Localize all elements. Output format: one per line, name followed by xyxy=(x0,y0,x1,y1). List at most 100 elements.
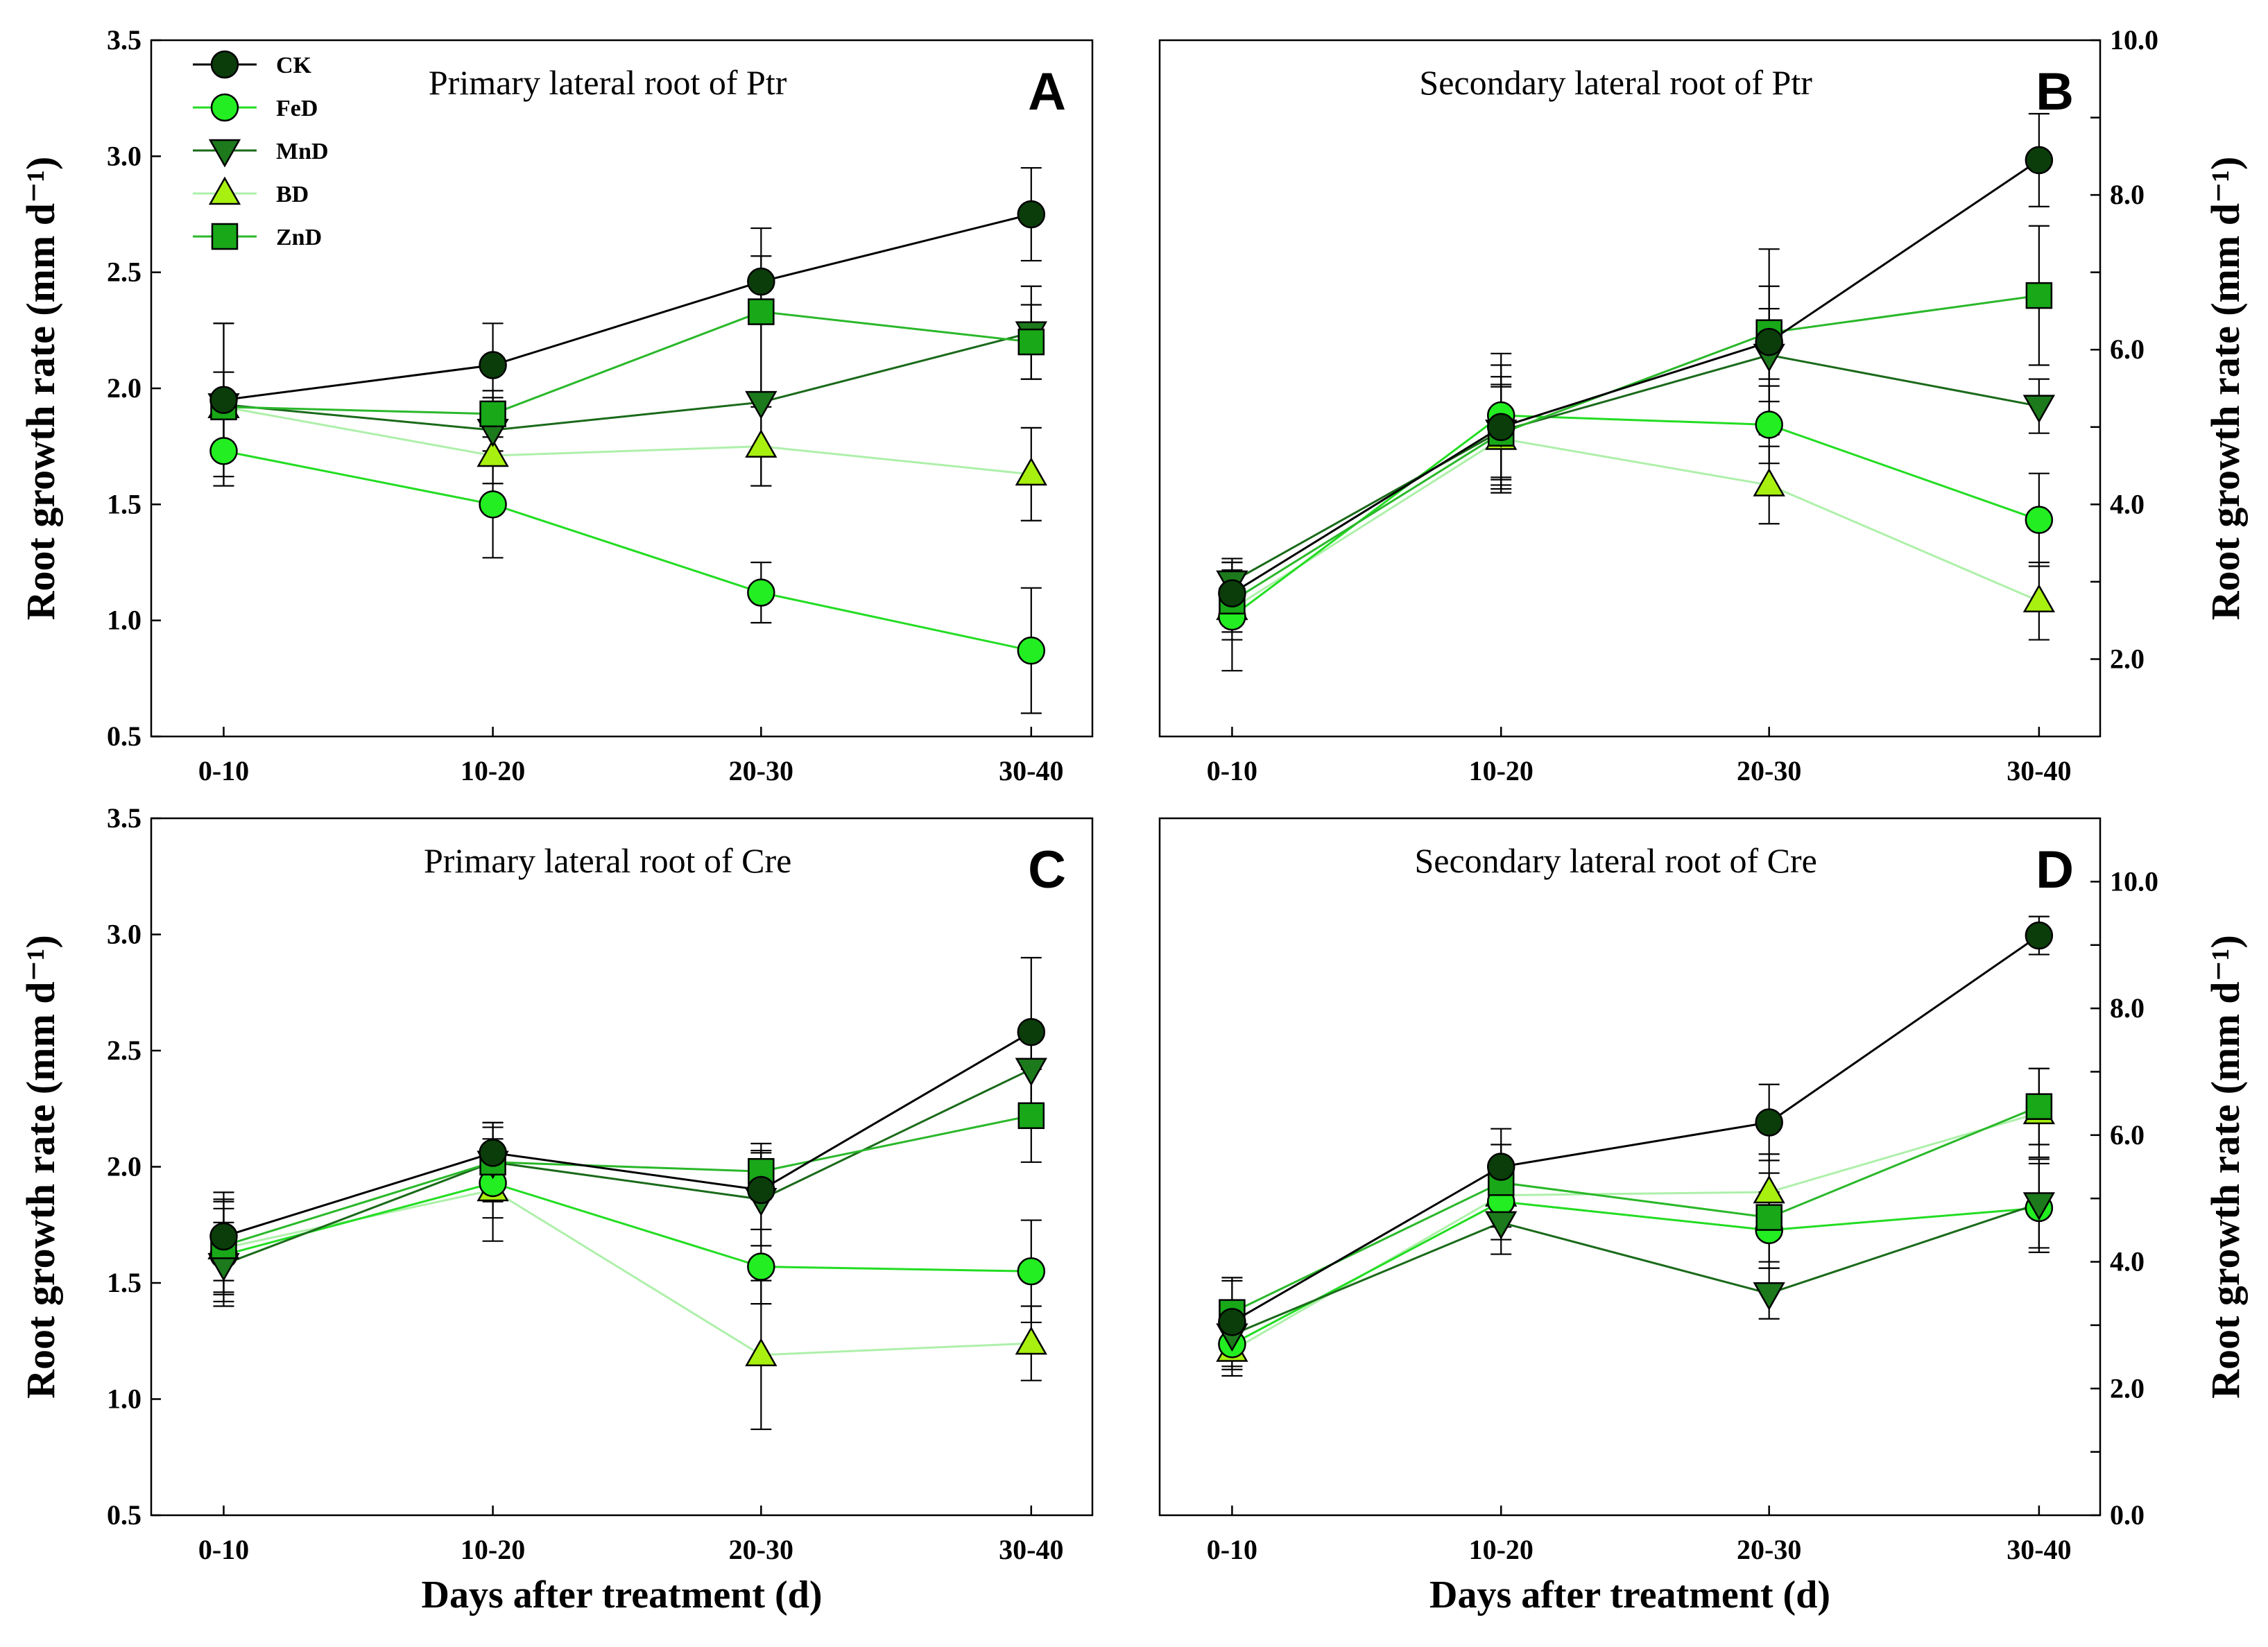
data-point-znd xyxy=(1017,328,1045,356)
panel-b: 2.0 4.0 6.0 8.0 10.0 0-10 10-20 20-30 30-40 Secon… xyxy=(1158,24,2248,786)
series-line-znd xyxy=(1231,1105,2040,1313)
plot-frame xyxy=(1158,39,2102,738)
panel-letter: C xyxy=(1028,840,1066,899)
legend-marker-znd xyxy=(211,223,239,250)
panel-a: 0.5 1.0 1.5 2.0 2.5 3.0 3.5 0-10 10-20 20-30 30-40… xyxy=(18,24,1094,786)
data-point-ck xyxy=(479,351,507,379)
panel-title: Primary lateral root of Ptr xyxy=(429,63,787,102)
data-point-ck xyxy=(747,267,775,296)
y-tick-label: 2.5 xyxy=(107,257,141,288)
legend-label-znd: ZnD xyxy=(276,225,322,250)
data-point-ck xyxy=(1486,1153,1515,1181)
y-axis-label: Root growth rate (mm d⁻¹) xyxy=(2203,157,2248,621)
data-point-znd xyxy=(1017,1102,1045,1130)
y-tick-label: 6.0 xyxy=(2110,334,2145,365)
data-point-ck xyxy=(209,386,238,414)
legend-label-bd: BD xyxy=(276,182,309,207)
y-tick-label: 10.0 xyxy=(2110,865,2158,897)
series-line-znd xyxy=(223,311,1031,415)
data-point-fed xyxy=(1755,411,1783,439)
panel-letter: A xyxy=(1028,62,1066,121)
x-tick-label: 20-30 xyxy=(1737,1534,1801,1565)
data-point-bd xyxy=(745,429,778,458)
panel-d: 0.0 2.0 4.0 6.0 8.0 10.0 0-10 10-20 20-30 30-40 Se… xyxy=(1158,817,2248,1616)
y-tick-label: 2.0 xyxy=(2110,1372,2145,1404)
legend-marker-ck xyxy=(210,50,239,79)
data-point-ck xyxy=(1486,413,1515,442)
x-tick-label: 30-40 xyxy=(999,755,1063,786)
data-point-mnd xyxy=(1753,1282,1785,1311)
y-axis-label: Root growth rate (mm d⁻¹) xyxy=(18,935,63,1399)
data-point-znd xyxy=(2025,282,2053,309)
plot-frame xyxy=(1158,817,2102,1517)
legend-label-fed: FeD xyxy=(276,96,318,121)
panel-letter: D xyxy=(2036,840,2074,899)
series-line-fed xyxy=(223,1182,1031,1273)
series-line-mnd xyxy=(223,1068,1032,1266)
series-line-mnd xyxy=(1231,354,2040,583)
y-tick-label: 3.0 xyxy=(107,919,141,950)
y-tick-label: 0.5 xyxy=(107,721,141,752)
x-tick-label: 20-30 xyxy=(1737,755,1801,786)
data-point-mnd xyxy=(1485,1211,1518,1240)
y-tick-label: 6.0 xyxy=(2110,1119,2145,1150)
series-line-bd xyxy=(1231,437,2040,610)
series-line-ck xyxy=(223,213,1032,402)
panel-title: Secondary lateral root of Ptr xyxy=(1419,63,1812,102)
x-tick-label: 30-40 xyxy=(2007,1534,2071,1565)
series-line-mnd xyxy=(1231,1202,2040,1336)
x-tick-label: 0-10 xyxy=(1207,755,1257,786)
x-tick-label: 10-20 xyxy=(1469,755,1534,786)
data-point-ck xyxy=(1017,1017,1046,1046)
x-tick-label: 20-30 xyxy=(729,1534,793,1565)
data-point-znd xyxy=(479,400,506,428)
data-point-bd xyxy=(1015,457,1047,486)
y-tick-label: 0.0 xyxy=(2110,1499,2145,1530)
panel-c: 0.5 1.0 1.5 2.0 2.5 3.0 3.5 0-10 10-20 20-30 30-40… xyxy=(18,802,1094,1616)
x-axis-label: Days after treatment (d) xyxy=(422,1573,823,1616)
data-point-mnd xyxy=(2022,395,2056,424)
data-point-bd xyxy=(476,438,509,467)
y-tick-label: 8.0 xyxy=(2110,992,2145,1024)
data-point-ck xyxy=(1017,200,1046,229)
y-tick-label: 2.5 xyxy=(107,1035,141,1066)
data-point-mnd xyxy=(1015,1058,1047,1087)
data-point-fed xyxy=(209,437,238,465)
x-axis-label: Days after treatment (d) xyxy=(1429,1573,1830,1616)
data-point-bd xyxy=(745,1338,778,1367)
data-point-ck xyxy=(1755,327,1783,356)
data-point-bd xyxy=(1753,1175,1785,1204)
data-point-fed xyxy=(2025,506,2054,534)
y-tick-label: 2.0 xyxy=(107,372,141,404)
legend-label-ck: CK xyxy=(276,53,312,78)
series-line-fed xyxy=(1231,414,2040,618)
data-point-mnd xyxy=(745,390,778,420)
data-point-bd xyxy=(2022,584,2056,613)
data-point-ck xyxy=(2025,921,2054,950)
data-point-ck xyxy=(209,1222,238,1251)
panel-letter: B xyxy=(2036,62,2074,121)
data-point-znd xyxy=(748,298,775,325)
legend: CK FeD MnD BD ZnD xyxy=(193,50,329,250)
y-tick-label: 4.0 xyxy=(2110,488,2145,519)
y-tick-label: 3.0 xyxy=(107,140,141,171)
x-tick-label: 30-40 xyxy=(2007,755,2071,786)
series-line-fed xyxy=(223,449,1032,652)
x-tick-label: 20-30 xyxy=(729,755,793,786)
x-tick-label: 10-20 xyxy=(461,1534,525,1565)
x-tick-label: 0-10 xyxy=(198,1534,249,1565)
y-tick-label: 3.5 xyxy=(107,802,141,834)
data-point-fed xyxy=(747,1252,775,1281)
x-tick-label: 10-20 xyxy=(1469,1534,1534,1565)
data-point-ck xyxy=(1755,1108,1783,1137)
data-point-znd xyxy=(2025,1093,2053,1120)
data-point-ck xyxy=(1218,579,1246,607)
y-tick-label: 2.0 xyxy=(107,1151,141,1182)
y-axis-label: Root growth rate (mm d⁻¹) xyxy=(18,157,63,621)
series-line-znd xyxy=(1231,294,2040,603)
y-tick-label: 1.5 xyxy=(107,488,141,519)
data-point-ck xyxy=(747,1175,775,1205)
series-line-bd xyxy=(223,1189,1031,1356)
series-line-bd xyxy=(1231,1112,2040,1352)
